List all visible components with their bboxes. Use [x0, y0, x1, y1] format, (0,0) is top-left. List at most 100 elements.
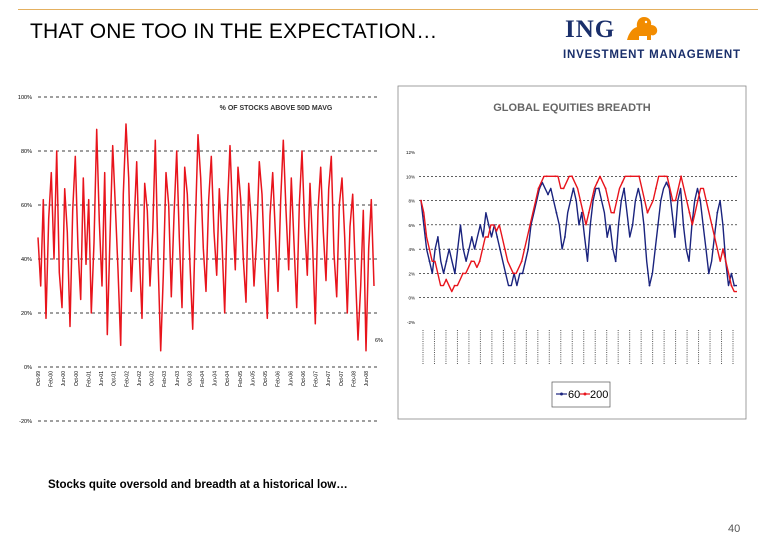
series-marker-60: [496, 236, 499, 238]
series-line-200: [420, 175, 737, 293]
y-tick-label: 80%: [21, 149, 32, 155]
series-marker-60: [699, 199, 702, 202]
logo-subtitle: INVESTMENT MANAGEMENT: [563, 49, 741, 61]
series-marker-200: [705, 199, 708, 202]
series-marker-60: [707, 272, 710, 275]
x-tick-label: Jun-04: [213, 371, 219, 387]
x-tick-label: Jun-02: [137, 371, 143, 387]
series-marker-60: [504, 272, 507, 275]
x-tick-label: Oct-99: [36, 371, 42, 386]
series-marker-60: [648, 284, 651, 287]
y-tick-label: 0%: [24, 365, 32, 371]
series-marker-200: [436, 272, 439, 275]
x-tick-label: Feb-01: [86, 371, 92, 387]
slide-title: THAT ONE TOO IN THE EXPECTATION…: [30, 20, 438, 43]
series-marker-60: [716, 211, 719, 214]
series-marker-60: [462, 248, 465, 251]
series-marker-60: [437, 236, 439, 238]
series-marker-60: [445, 260, 448, 263]
y-tick-label: 0%: [408, 296, 415, 301]
x-tick-label: Oct-06: [301, 371, 307, 386]
series-marker-200: [696, 199, 699, 202]
series-marker-60: [479, 224, 482, 226]
series-marker-60: [547, 193, 549, 196]
series-marker-60: [572, 187, 575, 190]
series-marker-60: [487, 224, 490, 226]
x-tick-label: Feb-07: [314, 371, 320, 387]
series-marker-200: [587, 211, 590, 214]
series-marker-200: [713, 236, 716, 238]
y-tick-label: 4%: [408, 247, 415, 252]
x-tick-label: Feb-04: [200, 371, 206, 387]
x-tick-label: Feb-00: [49, 371, 55, 387]
series-marker-200: [629, 175, 632, 178]
y-tick-label: -2%: [407, 320, 415, 325]
series-marker-200: [655, 187, 657, 190]
x-tick-label: Jun-08: [364, 371, 370, 387]
x-tick-label: Oct-02: [150, 371, 156, 386]
series-marker-60: [521, 272, 524, 275]
x-tick-label: Oct-03: [187, 371, 193, 386]
series-marker-200: [722, 248, 724, 251]
series-marker-200: [420, 199, 422, 202]
legend: 60 200: [551, 381, 611, 408]
series-marker-200: [680, 175, 682, 178]
series-marker-200: [453, 284, 456, 287]
x-tick-label: Feb-08: [351, 371, 357, 387]
series-marker-200: [638, 175, 640, 178]
series-marker-60: [665, 181, 668, 184]
series-marker-200: [445, 278, 448, 281]
series-marker-200: [504, 248, 506, 251]
series-marker-200: [428, 248, 431, 251]
legend-marker-200: [583, 392, 587, 396]
series-marker-200: [571, 175, 573, 178]
x-tick-label: Jun-03: [175, 371, 181, 387]
series-marker-200: [470, 260, 473, 263]
x-tick-label: Feb-05: [238, 371, 244, 387]
series-marker-60: [733, 284, 736, 287]
x-tick-label: Oct-01: [112, 371, 118, 386]
series-marker-200: [671, 199, 674, 202]
series-marker-200: [730, 284, 733, 287]
series-marker-200: [604, 187, 607, 190]
y-tick-label: 6%: [408, 223, 415, 228]
x-tick-label: Oct-07: [339, 371, 345, 386]
last-value-annotation: 6%: [375, 338, 383, 344]
y-tick-label: -20%: [19, 419, 32, 425]
x-tick-label: Jun-00: [61, 371, 67, 387]
legend-label-60: 60: [568, 389, 580, 401]
series-marker-200: [512, 272, 515, 275]
chart-title: % OF STOCKS ABOVE 50D MAVG: [220, 105, 333, 112]
series-marker-60: [564, 236, 566, 238]
legend-label-200: 200: [590, 389, 608, 401]
series-marker-200: [520, 260, 523, 263]
series-marker-60: [589, 224, 592, 226]
series-marker-200: [663, 175, 666, 178]
x-tick-label: Oct-00: [74, 371, 80, 386]
y-tick-label: 20%: [21, 311, 32, 317]
x-tick-label: Jun-05: [250, 371, 256, 387]
slide-caption: Stocks quite oversold and breadth at a h…: [48, 479, 348, 491]
series-marker-200: [545, 175, 548, 178]
series-marker-60: [555, 211, 558, 214]
series-marker-200: [688, 211, 691, 214]
y-tick-label: 8%: [408, 199, 415, 204]
ing-logo: ING INVESTMENT MANAGEMENT: [560, 14, 755, 66]
y-tick-label: 2%: [408, 271, 415, 276]
series-marker-200: [554, 175, 557, 178]
x-tick-label: Jun-06: [288, 371, 294, 387]
series-marker-200: [495, 230, 498, 232]
series-marker-200: [462, 272, 464, 275]
series-line-stocks-above-50d: [37, 123, 375, 352]
series-marker-200: [529, 224, 531, 226]
series-marker-200: [562, 187, 565, 190]
x-tick-label: Feb-03: [162, 371, 168, 387]
series-line-60: [420, 181, 737, 287]
y-tick-label: 60%: [21, 203, 32, 209]
series-marker-60: [454, 272, 456, 275]
series-marker-60: [623, 187, 625, 190]
y-tick-label: 12%: [406, 150, 415, 155]
series-marker-60: [470, 236, 473, 238]
x-tick-label: Oct-05: [263, 371, 269, 386]
logo-brand: ING: [565, 16, 616, 43]
